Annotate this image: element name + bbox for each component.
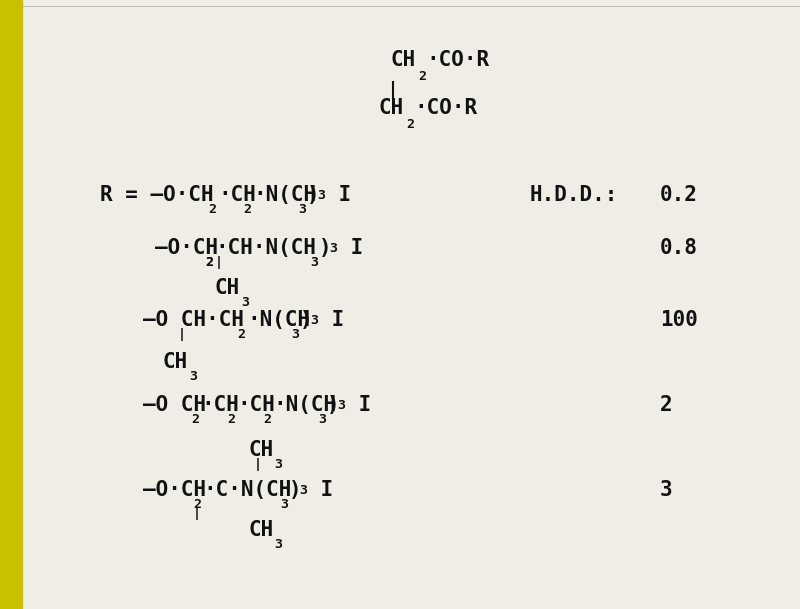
Text: –O CH: –O CH — [143, 395, 206, 415]
Text: 2: 2 — [243, 203, 251, 216]
Text: 2: 2 — [263, 413, 271, 426]
Text: 3: 3 — [299, 484, 307, 497]
Text: 2: 2 — [208, 203, 216, 216]
Text: 3: 3 — [318, 413, 326, 426]
Text: I: I — [308, 480, 334, 500]
Text: –O·CH: –O·CH — [143, 480, 206, 500]
Bar — [0, 0, 22, 609]
Text: 3: 3 — [189, 370, 197, 383]
Text: ·CO·R: ·CO·R — [426, 50, 489, 70]
Text: 3: 3 — [241, 296, 249, 309]
Text: R = –O·CH: R = –O·CH — [100, 185, 214, 205]
Text: 3: 3 — [298, 203, 306, 216]
Text: I: I — [319, 310, 344, 330]
Text: 0.2: 0.2 — [660, 185, 698, 205]
Text: I: I — [326, 185, 351, 205]
Text: ): ) — [307, 185, 320, 205]
Text: –O CH·CH: –O CH·CH — [143, 310, 244, 330]
Text: ·N(CH: ·N(CH — [273, 395, 336, 415]
Text: 3: 3 — [280, 498, 288, 511]
Text: 2: 2 — [660, 395, 673, 415]
Text: 3: 3 — [291, 328, 299, 341]
Text: |: | — [178, 328, 186, 341]
Text: 100: 100 — [660, 310, 698, 330]
Text: ): ) — [327, 395, 340, 415]
Text: ·C·N(CH: ·C·N(CH — [203, 480, 291, 500]
Text: 0.8: 0.8 — [660, 238, 698, 258]
Text: ·CH: ·CH — [218, 185, 256, 205]
Text: ·CO·R: ·CO·R — [414, 98, 477, 118]
Text: 2: 2 — [406, 118, 414, 131]
Text: 3: 3 — [274, 458, 282, 471]
Text: |: | — [254, 458, 262, 471]
Text: –O·CH: –O·CH — [155, 238, 218, 258]
Text: 3: 3 — [310, 314, 318, 327]
Text: ): ) — [300, 310, 313, 330]
Text: 3: 3 — [660, 480, 673, 500]
Text: 2: 2 — [227, 413, 235, 426]
Text: CH: CH — [390, 50, 415, 70]
Text: ·CH: ·CH — [237, 395, 275, 415]
Text: CH: CH — [378, 98, 403, 118]
Text: H.D.D.:: H.D.D.: — [530, 185, 618, 205]
Text: 3: 3 — [274, 538, 282, 551]
Text: |: | — [193, 507, 201, 520]
Text: 2: 2 — [418, 70, 426, 83]
Text: CH: CH — [215, 278, 240, 298]
Text: ·CH: ·CH — [201, 395, 239, 415]
Text: I: I — [346, 395, 371, 415]
Text: ·CH·N(CH: ·CH·N(CH — [215, 238, 316, 258]
Text: CH: CH — [163, 352, 188, 372]
Text: 2: 2 — [205, 256, 213, 269]
Text: ): ) — [319, 238, 332, 258]
Text: 3: 3 — [317, 189, 325, 202]
Text: 3: 3 — [329, 242, 337, 255]
Text: 2: 2 — [237, 328, 245, 341]
Text: ·N(CH: ·N(CH — [253, 185, 316, 205]
Text: 3: 3 — [337, 399, 345, 412]
Text: 3: 3 — [310, 256, 318, 269]
Text: 2: 2 — [193, 498, 201, 511]
Text: 2: 2 — [205, 256, 213, 269]
Text: 2: 2 — [191, 413, 199, 426]
Text: ): ) — [289, 480, 302, 500]
Text: CH: CH — [248, 440, 274, 460]
Text: |: | — [215, 256, 223, 269]
Text: I: I — [338, 238, 363, 258]
Text: CH: CH — [248, 520, 274, 540]
Text: ·N(CH: ·N(CH — [247, 310, 310, 330]
